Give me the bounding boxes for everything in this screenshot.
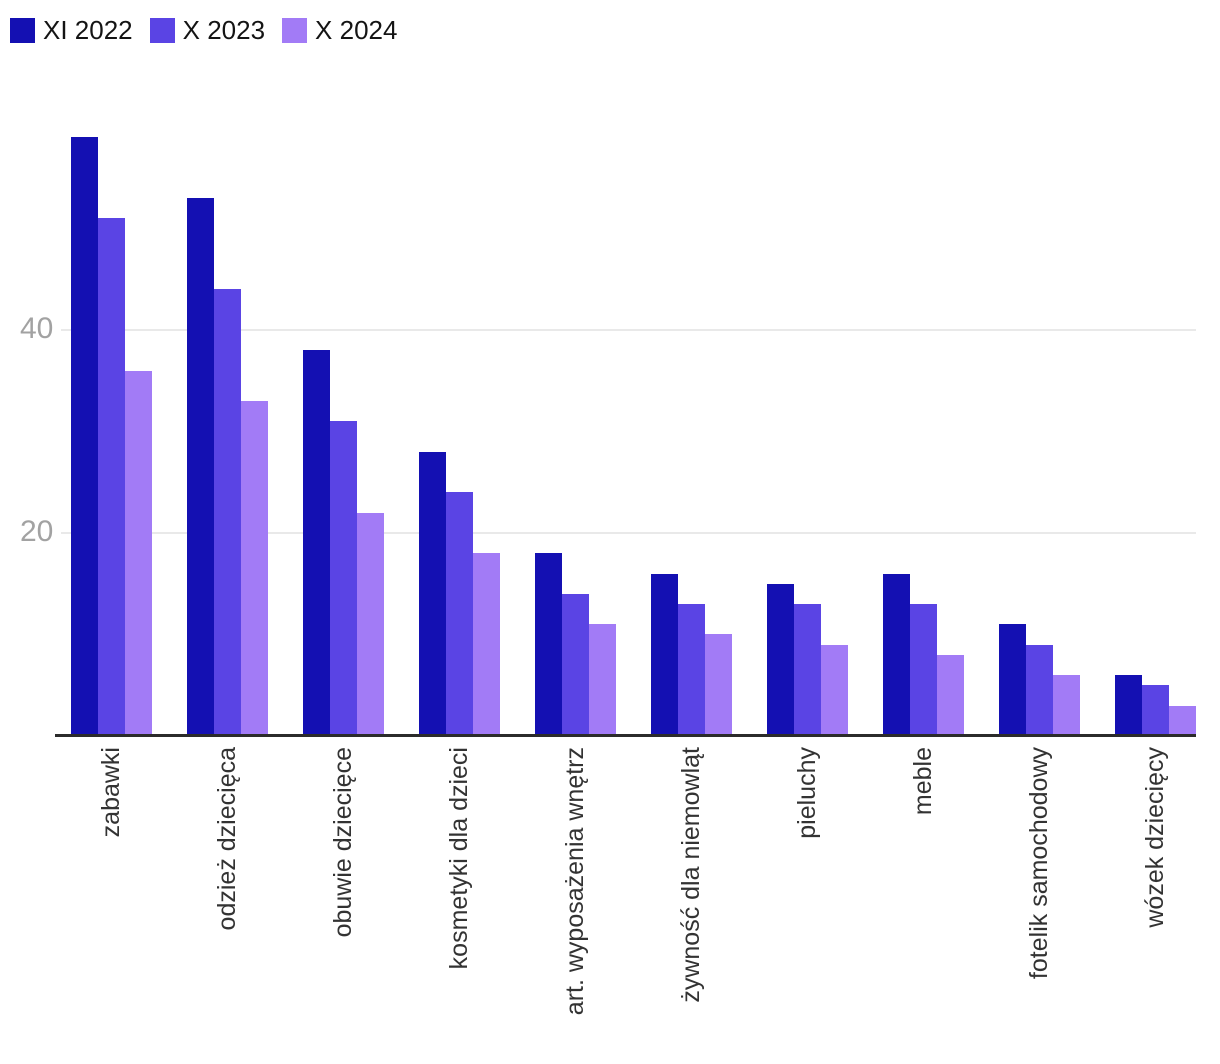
plot-area (55, 100, 1196, 737)
x-axis-label: kosmetyki dla dzieci (445, 747, 474, 970)
bar-group (187, 198, 268, 736)
x-label-cell: żywność dla niemowląt (634, 747, 750, 1064)
bar (767, 584, 794, 736)
bar (1115, 675, 1142, 736)
x-axis-label: żywność dla niemowląt (677, 747, 706, 1003)
x-label-cell: odzież dziecięca (170, 747, 286, 1064)
bar (1169, 706, 1196, 736)
legend-item-x-2023: X 2023 (149, 15, 266, 46)
bar (330, 421, 357, 736)
bar-group (71, 137, 152, 736)
x-axis-label: wózek dziecięcy (1141, 747, 1170, 928)
legend-swatch-x-2024 (282, 18, 308, 43)
bar (357, 513, 384, 736)
bar-group (999, 624, 1080, 736)
y-tick-label-20: 20 (20, 515, 54, 548)
x-axis-label: zabawki (97, 747, 126, 838)
bar-group (651, 574, 732, 736)
bar (473, 553, 500, 736)
bar (303, 350, 330, 736)
bar-group (419, 452, 500, 736)
legend-label-x-2024: X 2024 (315, 15, 398, 45)
bar (910, 604, 937, 736)
bar (125, 371, 152, 736)
x-label-cell: zabawki (54, 747, 170, 1064)
bar (535, 553, 562, 736)
legend-label-x-2023: X 2023 (182, 15, 266, 45)
x-axis-labels: zabawki odzież dziecięca obuwie dziecięce k… (57, 747, 1196, 1064)
gridline-20 (61, 532, 1196, 534)
bar (794, 604, 821, 736)
x-axis-label: obuwie dziecięce (329, 747, 358, 938)
x-label-cell: obuwie dziecięce (286, 747, 402, 1064)
bar (883, 574, 910, 736)
bar (1142, 685, 1169, 736)
x-label-cell: kosmetyki dla dzieci (402, 747, 518, 1064)
bar-group (767, 584, 848, 736)
x-label-cell: wózek dziecięcy (1098, 747, 1214, 1064)
x-axis-line (55, 734, 1196, 737)
legend-swatch-x-2023 (149, 18, 175, 43)
x-axis-label: meble (909, 747, 938, 816)
legend-item-x-2024: X 2024 (282, 15, 397, 46)
bar-group (883, 574, 964, 736)
bar (678, 604, 705, 736)
bar (705, 634, 732, 736)
x-axis-label: pieluchy (793, 747, 822, 839)
x-axis-label: fotelik samochodowy (1025, 747, 1054, 980)
bar (999, 624, 1026, 736)
x-axis-label: odzież dziecięca (213, 747, 242, 931)
bar (651, 574, 678, 736)
x-axis-label: art. wyposażenia wnętrz (561, 747, 590, 1016)
bar (937, 655, 964, 736)
bar (562, 594, 589, 736)
bar (589, 624, 616, 736)
bar-group (535, 553, 616, 736)
x-label-cell: meble (866, 747, 982, 1064)
legend-item-xi-2022: XI 2022 (10, 15, 133, 46)
bar (1053, 675, 1080, 736)
y-tick-label-40: 40 (20, 312, 54, 345)
legend-label-xi-2022: XI 2022 (43, 15, 133, 45)
bar (821, 645, 848, 736)
bar-group (303, 350, 384, 736)
x-label-cell: fotelik samochodowy (982, 747, 1098, 1064)
bar (187, 198, 214, 736)
bar (419, 452, 446, 736)
bar (241, 401, 268, 736)
legend-swatch-xi-2022 (10, 18, 35, 43)
gridline-40 (61, 329, 1196, 331)
x-label-cell: pieluchy (750, 747, 866, 1064)
bar (214, 289, 241, 736)
x-label-cell: art. wyposażenia wnętrz (518, 747, 634, 1064)
bar (71, 137, 98, 736)
chart-legend: XI 2022 X 2023 X 2024 (10, 15, 397, 46)
bar (98, 218, 125, 736)
bar-group (1115, 675, 1196, 736)
bar (446, 492, 473, 736)
bar (1026, 645, 1053, 736)
